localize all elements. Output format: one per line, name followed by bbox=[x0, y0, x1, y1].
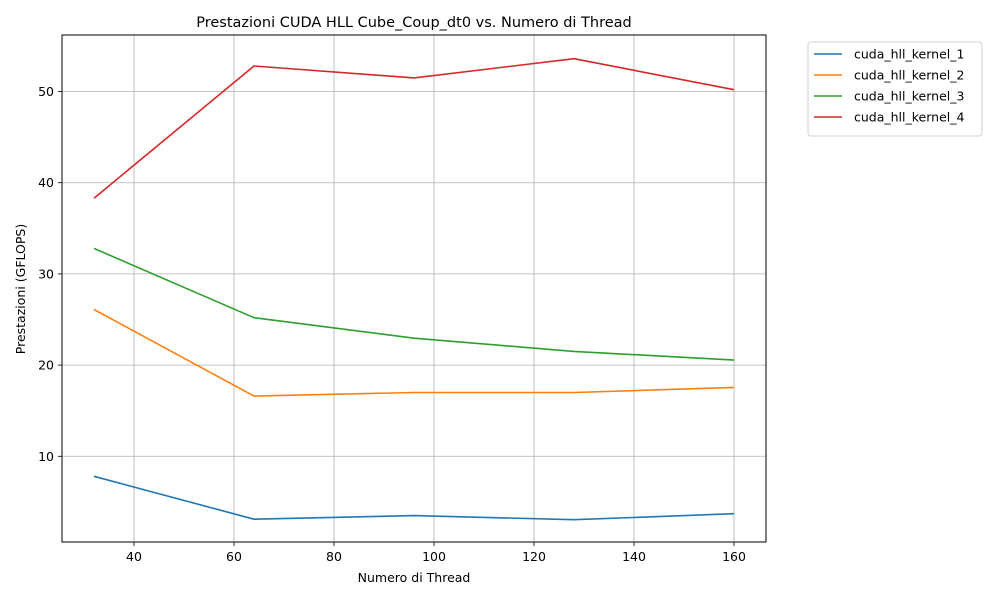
legend-label: cuda_hll_kernel_4 bbox=[854, 110, 964, 125]
x-axis-ticks: 40 60 80 100 120 140 160 bbox=[126, 542, 746, 564]
x-tick-label: 160 bbox=[722, 549, 746, 564]
series-line-3 bbox=[93, 247, 735, 361]
series-line-2 bbox=[93, 308, 735, 397]
y-tick-label: 40 bbox=[38, 175, 54, 190]
legend-label: cuda_hll_kernel_3 bbox=[854, 89, 964, 104]
y-axis-label: Prestazioni (GFLOPS) bbox=[13, 224, 28, 354]
grid-lines bbox=[62, 35, 766, 542]
legend: cuda_hll_kernel_1 cuda_hll_kernel_2 cuda_h… bbox=[807, 41, 983, 137]
series-lines bbox=[93, 57, 735, 521]
x-tick-label: 120 bbox=[522, 549, 546, 564]
x-tick-label: 40 bbox=[126, 549, 142, 564]
y-tick-label: 10 bbox=[38, 449, 54, 464]
legend-label: cuda_hll_kernel_1 bbox=[854, 47, 964, 62]
y-tick-label: 30 bbox=[38, 266, 54, 281]
series-line-4 bbox=[93, 57, 735, 199]
x-tick-label: 140 bbox=[622, 549, 646, 564]
legend-box bbox=[807, 41, 983, 137]
chart-title: Prestazioni CUDA HLL Cube_Coup_dt0 vs. N… bbox=[196, 15, 632, 31]
x-tick-label: 80 bbox=[326, 549, 342, 564]
x-tick-label: 60 bbox=[226, 549, 242, 564]
x-tick-label: 100 bbox=[422, 549, 446, 564]
series-line-1 bbox=[93, 475, 735, 521]
y-tick-label: 50 bbox=[38, 84, 54, 99]
legend-label: cuda_hll_kernel_2 bbox=[854, 68, 964, 83]
x-axis-label: Numero di Thread bbox=[358, 570, 471, 585]
plot-frame bbox=[61, 34, 767, 543]
y-axis-ticks: 10 20 30 40 50 bbox=[38, 84, 62, 464]
y-tick-label: 20 bbox=[38, 358, 54, 373]
